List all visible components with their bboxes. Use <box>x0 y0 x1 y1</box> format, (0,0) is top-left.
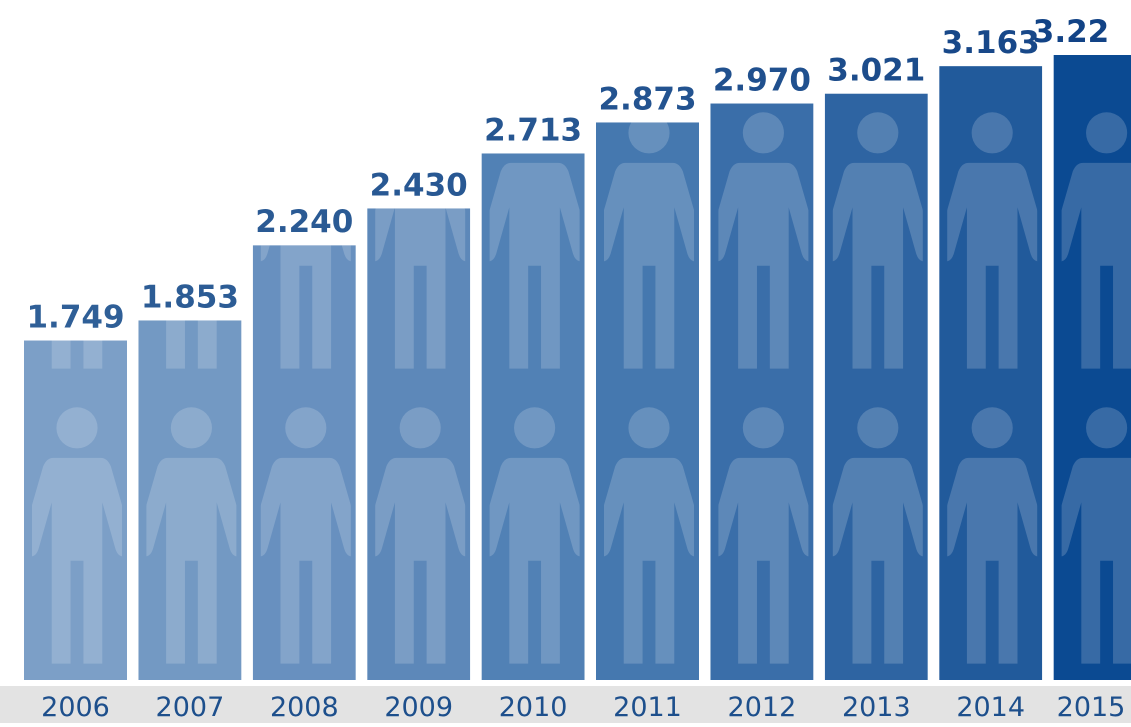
bar-2015 <box>1053 55 1131 680</box>
x-tick-label-2012: 2012 <box>728 692 797 723</box>
value-label-2011: 2.873 <box>598 81 696 117</box>
bar-2012 <box>710 103 814 680</box>
value-labels-layer: 1.749 1.853 2.240 2.430 2.713 2.873 2.970 3.021… <box>26 14 1109 336</box>
bar-2013 <box>824 93 928 680</box>
bar-2011 <box>596 122 699 681</box>
value-label-2008: 2.240 <box>255 204 353 240</box>
x-axis-band <box>0 686 1131 723</box>
x-tick-label-2014: 2014 <box>956 692 1025 723</box>
x-tick-label-2015: 2015 <box>1057 692 1126 723</box>
x-tick-labels-layer: 2006 2007 2008 2009 2010 2011 2012 2013 2014 2015 <box>41 692 1125 723</box>
x-tick-label-2006: 2006 <box>41 692 110 723</box>
x-tick-label-2010: 2010 <box>499 692 568 723</box>
bar-2010 <box>481 153 585 680</box>
value-label-2014: 3.163 <box>942 25 1040 61</box>
bar-fill <box>939 66 1043 681</box>
x-tick-label-2009: 2009 <box>384 692 453 723</box>
value-label-2007: 1.853 <box>141 279 239 315</box>
value-label-2013: 3.021 <box>827 53 925 89</box>
bar-2006 <box>24 340 127 680</box>
value-label-2012: 2.970 <box>713 63 811 99</box>
bars-layer <box>24 55 1131 681</box>
x-tick-label-2011: 2011 <box>613 692 682 723</box>
value-label-2015: 3.22 <box>1033 14 1110 50</box>
bar-2009 <box>367 208 471 681</box>
x-tick-label-2008: 2008 <box>270 692 339 723</box>
x-tick-label-2013: 2013 <box>842 692 911 723</box>
bar-2008 <box>252 245 356 680</box>
bar-2014 <box>939 66 1043 681</box>
value-label-2006: 1.749 <box>26 300 124 336</box>
x-tick-label-2007: 2007 <box>156 692 225 723</box>
value-label-2010: 2.713 <box>484 112 582 148</box>
value-label-2009: 2.430 <box>370 167 468 203</box>
bar-2007 <box>138 320 242 680</box>
